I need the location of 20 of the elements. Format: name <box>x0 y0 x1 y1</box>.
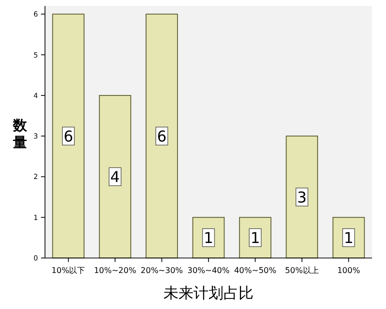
bar <box>146 14 178 258</box>
data-label: 1 <box>250 229 260 248</box>
data-label: 6 <box>64 128 74 146</box>
x-tick-label: 40%~50% <box>234 266 277 275</box>
x-tick-label: 100% <box>337 266 360 275</box>
x-tick-label: 10%以下 <box>51 266 86 275</box>
bar <box>286 136 318 258</box>
x-axis-title: 未来计划占比 <box>164 285 254 302</box>
bar <box>98 95 132 258</box>
data-label: 4 <box>110 168 120 186</box>
data-label: 6 <box>157 128 167 146</box>
bar <box>52 14 84 258</box>
x-tick-label: 20%~30% <box>140 266 184 275</box>
data-label: 1 <box>344 229 354 248</box>
y-axis-title: 数量 <box>12 118 28 151</box>
x-tick-label: 50%以上 <box>285 266 319 275</box>
data-label: 1 <box>204 229 214 248</box>
data-label: 3 <box>297 188 307 207</box>
x-tick-label: 30%~40% <box>187 266 230 275</box>
x-tick-label: 10%~20% <box>94 266 137 275</box>
